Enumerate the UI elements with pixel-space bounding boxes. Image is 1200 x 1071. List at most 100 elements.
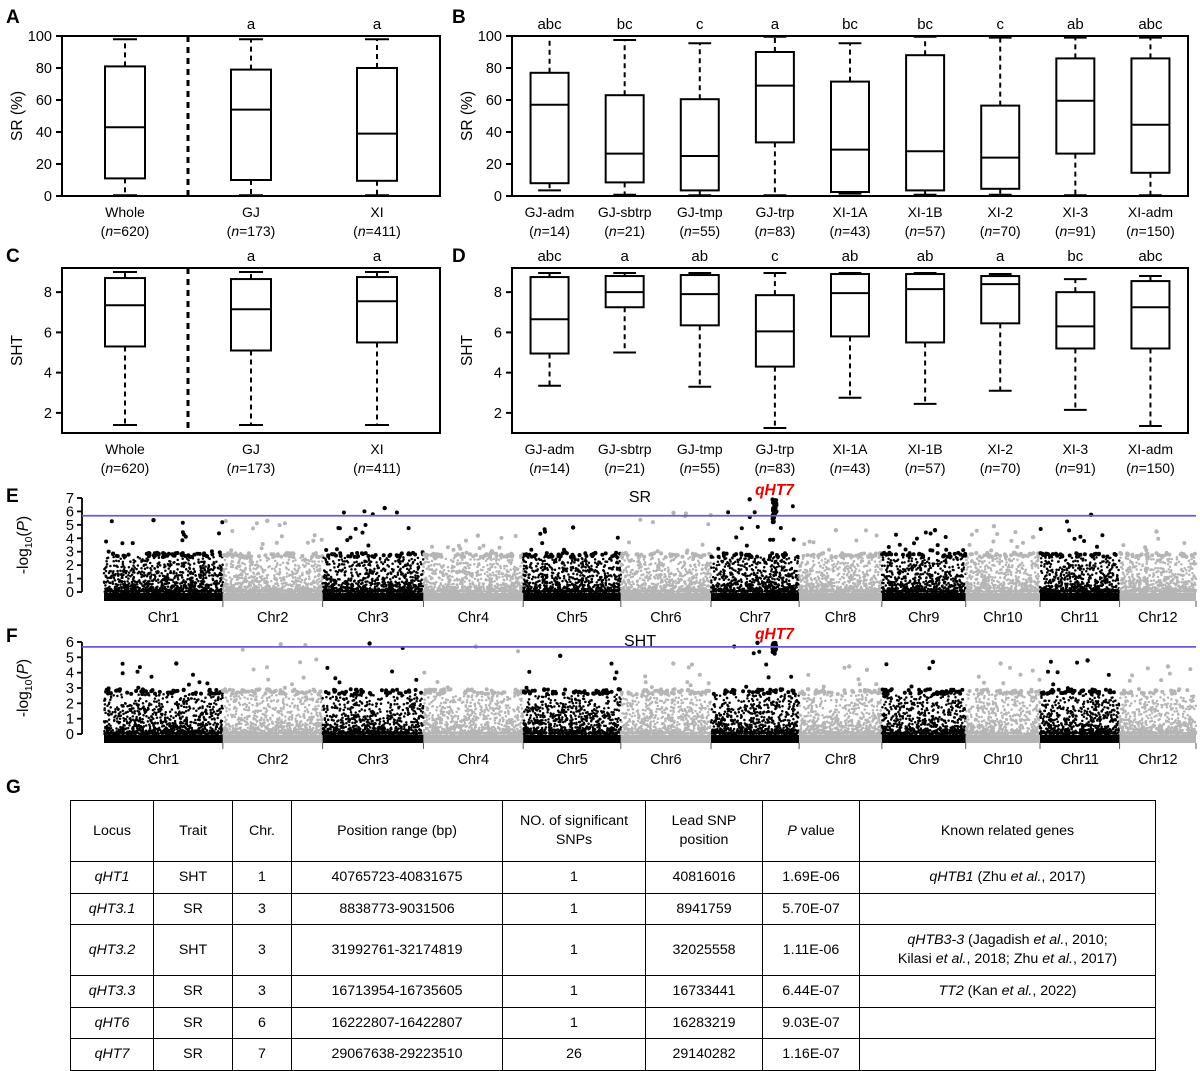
boxplot-group [531, 36, 569, 190]
significance-letter: a [996, 248, 1005, 265]
box-iqr [531, 73, 569, 183]
chromosome-band [1040, 593, 1120, 601]
significance-letter: a [373, 248, 382, 265]
y-axis-label: -log10(P) [15, 659, 35, 717]
boxplot-group [606, 40, 644, 195]
significance-letter: a [373, 16, 382, 33]
y-tick-label: 40 [486, 125, 502, 141]
locus-value: qHT7 [95, 1046, 130, 1062]
qtl-annotation-label: qHT7 [755, 482, 795, 499]
cell-trait: SHT [154, 862, 233, 894]
y-tick-label: 8 [44, 285, 52, 301]
significance-letter: abc [537, 248, 562, 265]
th-p-value: P value [763, 801, 860, 862]
chromosome-band [1120, 593, 1196, 601]
boxplot-group [981, 38, 1019, 195]
cell-chr: 3 [233, 975, 292, 1007]
cell-num-snps: 1 [503, 893, 646, 925]
box-iqr [357, 68, 397, 181]
th-locus: Locus [71, 801, 154, 862]
significance-letter: bc [917, 16, 933, 33]
category-label: GJ-sbtrp [598, 441, 652, 457]
sample-count: (n=14) [529, 223, 570, 239]
y-tick-label: 2 [494, 406, 502, 422]
chromosome-band [423, 735, 523, 743]
table-row: qHT6 SR 6 16222807-16422807 1 16283219 9… [71, 1007, 1156, 1039]
cell-p-value: 1.11E-06 [763, 925, 860, 975]
significance-letter: ab [691, 248, 708, 265]
cell-position-range: 16222807-16422807 [292, 1007, 503, 1039]
y-axis-label: -log10(P) [15, 516, 35, 574]
box-iqr [531, 277, 569, 353]
box-iqr [357, 277, 397, 342]
boxplot-group [606, 273, 644, 352]
significance-letter: a [247, 16, 256, 33]
boxplot-group [231, 272, 271, 425]
y-tick-label: 3 [66, 681, 74, 697]
chromosome-block [1039, 658, 1121, 735]
chromosome-band [711, 593, 799, 601]
cell-chr: 7 [233, 1039, 292, 1071]
boxplot-group [681, 43, 719, 195]
boxplot-group [1056, 38, 1094, 196]
chromosome-block [1118, 664, 1197, 735]
table-body: qHT1 SHT 1 40765723-40831675 1 40816016 … [71, 862, 1156, 1071]
sample-count: (n=55) [679, 460, 720, 476]
cell-num-snps: 1 [503, 1007, 646, 1039]
peak-snp [847, 664, 851, 668]
box-iqr [681, 99, 719, 190]
sample-count: (n=21) [604, 460, 645, 476]
y-tick-label: 100 [478, 29, 502, 45]
th-num-snps: NO. of significant SNPs [503, 801, 646, 862]
y-tick-label: 2 [44, 406, 52, 422]
peak-snp [383, 506, 387, 510]
significance-letter: abc [537, 16, 562, 33]
boxplot-group [1131, 276, 1169, 426]
sample-count: (n=55) [679, 223, 720, 239]
chromosome-block [422, 533, 525, 593]
sample-count: (n=411) [353, 460, 401, 476]
cell-known-genes: qHTB1 (Zhu et al., 2017) [860, 862, 1156, 894]
peak-snp [931, 660, 935, 664]
significance-letter: ab [1067, 16, 1084, 33]
significance-letter: ab [842, 248, 859, 265]
cell-trait: SHT [154, 925, 233, 975]
chromosome-band [1120, 735, 1196, 743]
chromosome-band [223, 593, 323, 601]
cell-locus: qHT3.2 [71, 925, 154, 975]
significance-letter: c [696, 16, 704, 33]
chromosome-block [522, 654, 622, 735]
chromosome-label: Chr6 [650, 752, 681, 768]
cell-chr: 1 [233, 862, 292, 894]
category-label: GJ [242, 204, 260, 220]
category-label: GJ-adm [525, 441, 575, 457]
sample-count: (n=70) [980, 460, 1021, 476]
boxplot-group [357, 272, 397, 425]
chromosome-block [1118, 529, 1197, 593]
y-tick-label: 0 [44, 189, 52, 205]
cell-trait: SR [154, 1039, 233, 1071]
category-label: XI-1A [832, 441, 868, 457]
y-tick-label: 20 [486, 157, 502, 173]
chromosome-block [103, 661, 224, 735]
chromosome-band [323, 593, 424, 601]
cell-num-snps: 1 [503, 975, 646, 1007]
y-tick-label: 100 [28, 29, 52, 45]
peak-snp [174, 661, 178, 665]
cell-chr: 3 [233, 925, 292, 975]
chromosome-block [880, 528, 967, 593]
table-row: qHT3.3 SR 3 16713954-16735605 1 16733441… [71, 975, 1156, 1007]
box-iqr [231, 70, 271, 180]
chromosome-band [966, 735, 1040, 743]
chromosome-label: Chr12 [1138, 752, 1178, 768]
y-tick-label: 2 [66, 696, 74, 712]
th-position-range: Position range (bp) [292, 801, 503, 862]
chromosome-band [711, 735, 799, 743]
boxplot-group [231, 39, 271, 195]
cell-lead-snp: 32025558 [646, 925, 763, 975]
sample-count: (n=91) [1055, 223, 1096, 239]
cell-trait: SR [154, 975, 233, 1007]
chromosome-block [321, 641, 424, 735]
